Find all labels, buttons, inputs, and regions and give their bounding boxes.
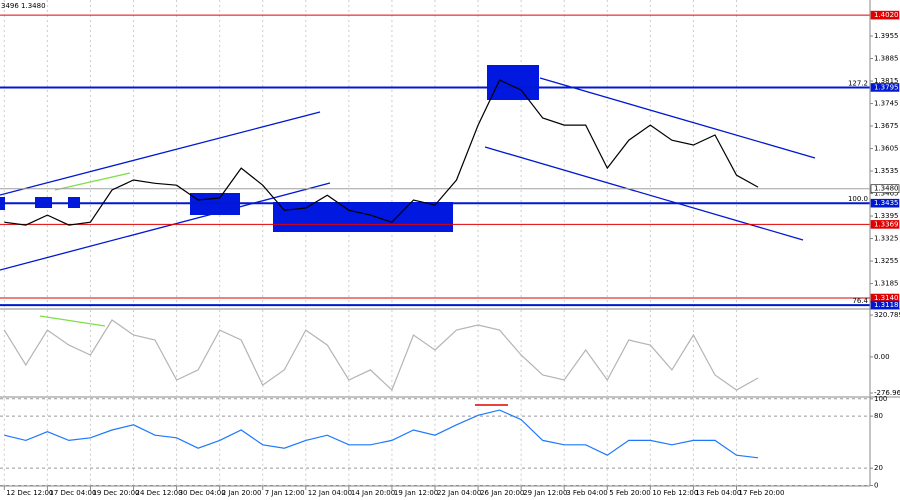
price-level-box	[870, 10, 900, 20]
y-tick-label: 0.00	[874, 353, 890, 361]
y-tick-label: 1.3535	[874, 167, 899, 175]
x-tick-label: 26 Jan 20:00	[480, 489, 524, 497]
trend-line	[539, 77, 816, 159]
x-tick-label: 30 Dec 04:00	[179, 489, 226, 497]
y-tick-label: 1.3255	[874, 257, 899, 265]
y-tick-label: 0	[874, 482, 878, 490]
divergence-line	[39, 315, 106, 327]
price-level-box	[870, 300, 900, 310]
price-level-label: 1.3435	[874, 199, 899, 207]
x-tick-label: 3 Feb 04:00	[566, 489, 607, 497]
level-tag: 127.2	[848, 79, 868, 87]
divergence-line	[54, 172, 131, 191]
y-tick-label: 1.3745	[874, 100, 899, 108]
x-tick-label: 22 Jan 04:00	[437, 489, 481, 497]
x-tick-label: 17 Feb 20:00	[738, 489, 784, 497]
series-line	[3, 319, 759, 392]
y-tick-label: 80	[874, 412, 883, 420]
series-line	[4, 79, 759, 226]
trend-line	[0, 111, 321, 196]
x-tick-label: 2 Jan 20:00	[222, 489, 262, 497]
price-level-box	[870, 83, 900, 92]
price-level-label: 1.3118	[874, 301, 899, 309]
price-level-label: 1.3369	[874, 220, 899, 228]
price-level-box	[870, 220, 900, 229]
x-tick-label: 24 Dec 12:00	[136, 489, 183, 497]
price-level-box	[870, 184, 900, 194]
y-tick-label: 1.3885	[874, 55, 899, 63]
series-line	[4, 409, 759, 459]
y-tick-label: 1.3395	[874, 212, 899, 220]
x-tick-label: 19 Dec 20:00	[92, 489, 139, 497]
label-layer: 1.3185 1.3255 1.3325 1.3395 1.3465 1.3535 1.36…	[3, 10, 900, 497]
zone	[487, 65, 539, 100]
price-level-label: 1.3140	[874, 294, 899, 302]
y-tick-label: 1.3325	[874, 235, 899, 243]
grid-layer	[0, 0, 870, 486]
x-tick-label: 17 Dec 04:00	[49, 489, 96, 497]
x-tick-label: 29 Jan 12:00	[523, 489, 567, 497]
axis-background	[870, 0, 900, 500]
y-tick-label: 1.3675	[874, 122, 899, 130]
y-tick-label: 1.3955	[874, 32, 899, 40]
x-tick-label: 12 Dec 12:00	[6, 489, 53, 497]
x-tick-label: 5 Feb 20:00	[609, 489, 650, 497]
price-level-label: 1.4020	[874, 11, 899, 19]
level-tag: 100.0	[848, 195, 868, 203]
x-tick-label: 19 Jan 12:00	[394, 489, 438, 497]
y-tick-label: 20	[874, 464, 883, 472]
y-tick-label: 1.3605	[874, 145, 899, 153]
x-tick-label: 13 Feb 04:00	[695, 489, 741, 497]
level-tag: 76.4	[852, 297, 868, 305]
series-layer	[0, 14, 870, 459]
trend-line	[0, 182, 331, 271]
y-tick-label: 320.7896	[874, 311, 900, 319]
y-tick-label: -276.960	[874, 389, 900, 397]
y-tick-label: 1.3185	[874, 280, 899, 288]
zone	[273, 202, 453, 232]
x-tick-label: 7 Jan 12:00	[265, 489, 305, 497]
price-level-label: 1.3795	[874, 83, 899, 91]
x-tick-label: 14 Jan 20:00	[351, 489, 395, 497]
price-level-label: 1.3480	[874, 185, 899, 193]
x-tick-label: 10 Feb 12:00	[652, 489, 698, 497]
price-level-box	[870, 198, 900, 208]
x-tick-label: 12 Jan 04:00	[308, 489, 352, 497]
y-tick-label: 1.3815	[874, 77, 899, 85]
y-tick-label: 1.3465	[874, 190, 899, 198]
y-tick-label: 100	[874, 395, 887, 403]
chart-title: 3496 1.3480	[1, 2, 46, 10]
